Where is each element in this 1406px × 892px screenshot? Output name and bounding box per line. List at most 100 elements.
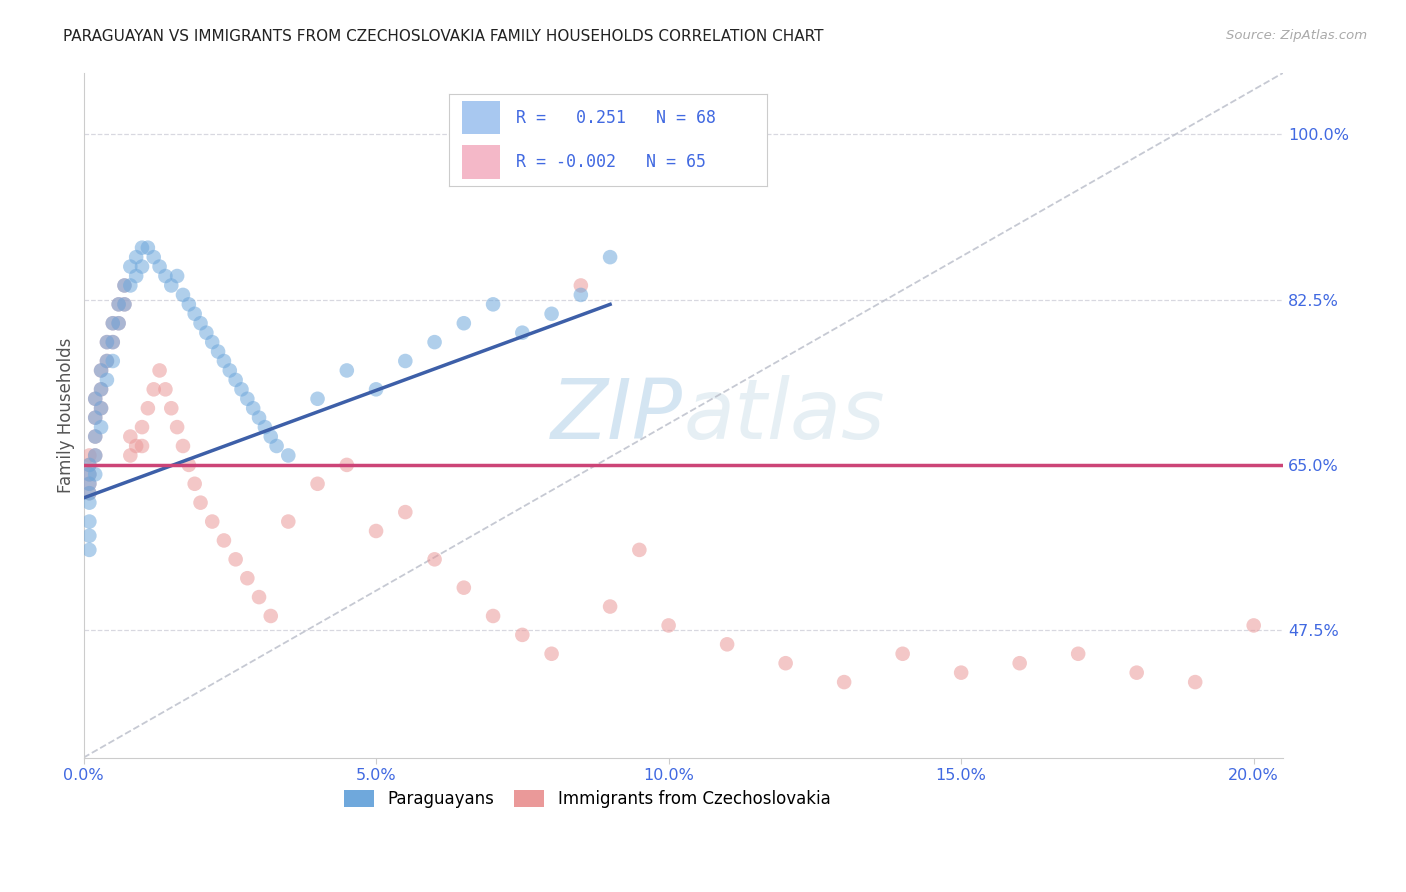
Point bbox=[114, 297, 136, 311]
Point bbox=[79, 486, 101, 500]
Point bbox=[247, 590, 270, 604]
Point bbox=[183, 307, 205, 321]
Point bbox=[453, 316, 475, 330]
Point bbox=[131, 260, 153, 274]
Point bbox=[1008, 657, 1031, 671]
Point bbox=[125, 268, 148, 283]
Point bbox=[394, 354, 416, 368]
Point bbox=[201, 515, 224, 529]
Point bbox=[107, 316, 129, 330]
Point bbox=[142, 382, 165, 396]
Point bbox=[453, 581, 475, 595]
Point bbox=[277, 449, 299, 463]
Point bbox=[96, 373, 118, 387]
Point bbox=[125, 439, 148, 453]
Point bbox=[253, 420, 276, 434]
Point bbox=[225, 373, 247, 387]
Point bbox=[131, 241, 153, 255]
Point bbox=[101, 316, 124, 330]
Point bbox=[190, 496, 212, 510]
Point bbox=[599, 599, 621, 614]
Point bbox=[155, 268, 177, 283]
Point bbox=[658, 618, 681, 632]
Point bbox=[172, 288, 194, 302]
Point bbox=[79, 458, 101, 472]
Point bbox=[716, 637, 738, 651]
Point bbox=[79, 542, 101, 557]
Point bbox=[79, 486, 101, 500]
Point bbox=[90, 401, 112, 416]
Point bbox=[136, 401, 159, 416]
Point bbox=[101, 335, 124, 350]
Point bbox=[364, 382, 387, 396]
Point bbox=[423, 552, 446, 566]
Text: atlas: atlas bbox=[683, 375, 884, 456]
Point bbox=[84, 392, 107, 406]
Text: ZIP: ZIP bbox=[551, 375, 683, 456]
Point bbox=[183, 476, 205, 491]
Point bbox=[212, 354, 235, 368]
Point bbox=[201, 335, 224, 350]
Point bbox=[307, 392, 329, 406]
Point bbox=[120, 260, 142, 274]
Point bbox=[364, 524, 387, 538]
Point bbox=[84, 410, 107, 425]
Point bbox=[114, 278, 136, 293]
Point bbox=[569, 288, 592, 302]
Point bbox=[599, 250, 621, 264]
Point bbox=[394, 505, 416, 519]
Point bbox=[84, 410, 107, 425]
Point bbox=[231, 382, 253, 396]
Point bbox=[79, 458, 101, 472]
Point bbox=[225, 552, 247, 566]
Point bbox=[79, 476, 101, 491]
Point bbox=[79, 476, 101, 491]
Point bbox=[236, 392, 259, 406]
Point bbox=[775, 657, 797, 671]
Point bbox=[1184, 675, 1206, 690]
Point bbox=[236, 571, 259, 585]
Point bbox=[114, 278, 136, 293]
Point bbox=[114, 297, 136, 311]
Point bbox=[277, 515, 299, 529]
Point bbox=[131, 420, 153, 434]
Point bbox=[155, 382, 177, 396]
Point bbox=[96, 335, 118, 350]
Point bbox=[266, 439, 288, 453]
Point bbox=[131, 439, 153, 453]
Point bbox=[136, 241, 159, 255]
Point bbox=[79, 449, 101, 463]
Point bbox=[1243, 618, 1265, 632]
Point bbox=[79, 467, 101, 482]
Point bbox=[212, 533, 235, 548]
Point bbox=[84, 467, 107, 482]
Point bbox=[120, 429, 142, 443]
Point bbox=[96, 354, 118, 368]
Point bbox=[125, 250, 148, 264]
Point bbox=[90, 401, 112, 416]
Point bbox=[148, 260, 170, 274]
Point bbox=[96, 335, 118, 350]
Point bbox=[891, 647, 914, 661]
Point bbox=[160, 401, 183, 416]
Point bbox=[628, 542, 651, 557]
Point bbox=[336, 458, 359, 472]
Point bbox=[148, 363, 170, 377]
Point bbox=[101, 335, 124, 350]
Point bbox=[540, 307, 562, 321]
Point bbox=[84, 449, 107, 463]
Point bbox=[207, 344, 229, 359]
Point bbox=[79, 515, 101, 529]
Point bbox=[107, 297, 129, 311]
Point bbox=[1125, 665, 1147, 680]
Point bbox=[120, 278, 142, 293]
Point bbox=[482, 609, 505, 624]
Point bbox=[84, 429, 107, 443]
Point bbox=[84, 449, 107, 463]
Point bbox=[423, 335, 446, 350]
Point bbox=[242, 401, 264, 416]
Point bbox=[190, 316, 212, 330]
Point bbox=[832, 675, 855, 690]
Point bbox=[101, 316, 124, 330]
Text: PARAGUAYAN VS IMMIGRANTS FROM CZECHOSLOVAKIA FAMILY HOUSEHOLDS CORRELATION CHART: PARAGUAYAN VS IMMIGRANTS FROM CZECHOSLOV… bbox=[63, 29, 824, 44]
